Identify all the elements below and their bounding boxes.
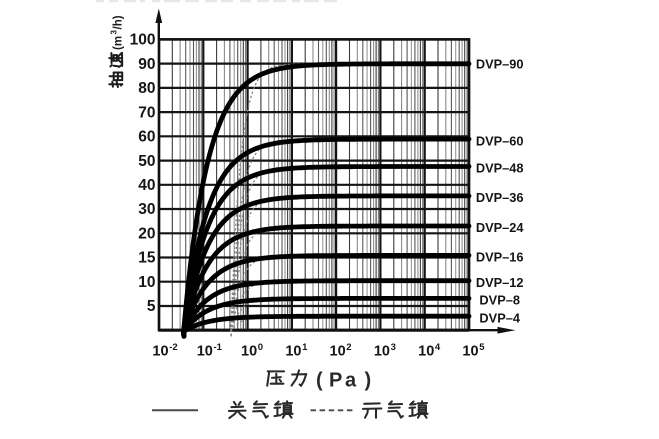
svg-text:10: 10 xyxy=(197,344,213,360)
svg-text:3: 3 xyxy=(110,30,119,35)
svg-text:30: 30 xyxy=(138,201,155,218)
svg-text:5: 5 xyxy=(147,298,156,315)
svg-text:10: 10 xyxy=(462,344,478,360)
svg-text:DVP–48: DVP–48 xyxy=(476,161,524,176)
svg-text:DVP–4: DVP–4 xyxy=(479,310,520,325)
svg-text:10: 10 xyxy=(138,274,155,291)
svg-text:100: 100 xyxy=(130,32,156,49)
svg-text:40: 40 xyxy=(138,177,155,194)
svg-text:DVP–16: DVP–16 xyxy=(476,250,524,265)
svg-text:10: 10 xyxy=(418,344,434,360)
svg-text:DVP–8: DVP–8 xyxy=(479,293,520,308)
svg-text:-2: -2 xyxy=(169,342,177,353)
svg-text:3: 3 xyxy=(391,342,396,353)
svg-text:70: 70 xyxy=(138,104,155,121)
svg-text:(: ( xyxy=(316,370,323,392)
svg-text:10: 10 xyxy=(285,344,301,360)
svg-text:-1: -1 xyxy=(214,342,223,353)
svg-text:): ) xyxy=(365,370,372,392)
svg-text:DVP–60: DVP–60 xyxy=(476,133,524,148)
svg-text:DVP–24: DVP–24 xyxy=(476,220,525,235)
svg-text:/h): /h) xyxy=(112,15,124,29)
svg-text:60: 60 xyxy=(138,129,155,146)
svg-text:5: 5 xyxy=(479,342,485,353)
svg-text:2: 2 xyxy=(346,342,351,353)
svg-text:P: P xyxy=(329,370,342,392)
svg-text:50: 50 xyxy=(138,153,155,170)
svg-text:90: 90 xyxy=(138,56,155,73)
svg-text:15: 15 xyxy=(138,250,156,267)
svg-text:10: 10 xyxy=(330,344,346,360)
svg-text:DVP–12: DVP–12 xyxy=(476,275,524,290)
svg-text:DVP–36: DVP–36 xyxy=(476,190,524,205)
svg-text:10: 10 xyxy=(241,344,257,360)
svg-text:DVP–90: DVP–90 xyxy=(476,57,524,72)
svg-text:10: 10 xyxy=(152,344,168,360)
svg-text:4: 4 xyxy=(435,342,441,353)
svg-text:(m: (m xyxy=(112,36,124,50)
svg-text:0: 0 xyxy=(258,342,263,353)
svg-text:a: a xyxy=(345,370,357,392)
svg-text:20: 20 xyxy=(138,226,155,243)
svg-text:80: 80 xyxy=(138,80,155,97)
svg-text:1: 1 xyxy=(302,342,308,353)
svg-text:10: 10 xyxy=(374,344,390,360)
